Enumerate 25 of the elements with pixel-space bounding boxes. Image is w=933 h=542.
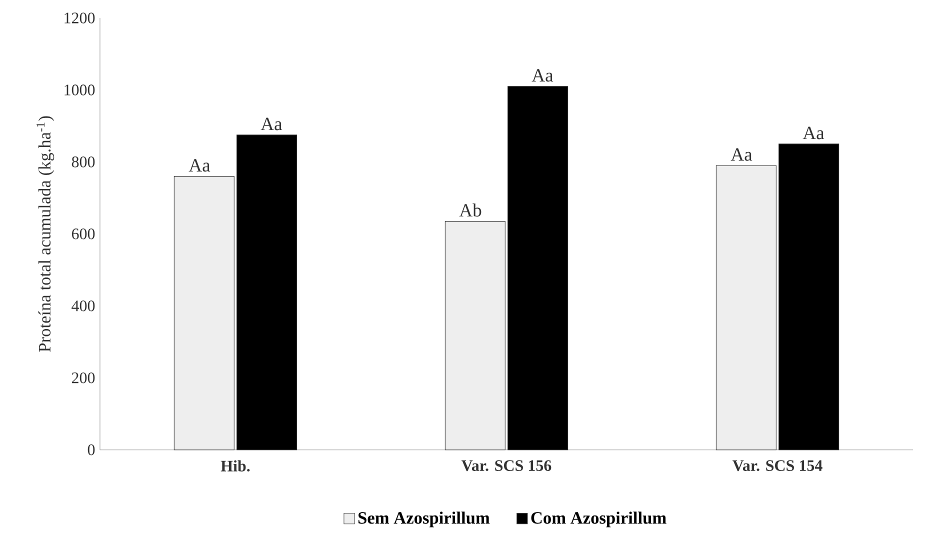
data-label: Aa (802, 126, 824, 140)
y-tick-label: 200 (72, 372, 95, 384)
y-tick-label: 1200 (64, 12, 95, 24)
data-label: Ab (459, 204, 482, 217)
y-tick-label: 800 (72, 156, 95, 168)
x-tick-label: Var. SCS 156 (461, 460, 552, 472)
bar (508, 86, 568, 450)
y-axis-title: Proteína total acumulada (kg.ha$^{-1}$) (36, 116, 54, 352)
bar (716, 165, 776, 450)
bar (778, 144, 840, 450)
data-label: Aa (188, 159, 210, 172)
x-tick-label: Var. SCS 154 (732, 460, 822, 472)
bar (236, 134, 298, 450)
data-label: Aa (260, 118, 282, 130)
data-label: Aa (532, 69, 554, 82)
legend-label: Sem Azospirillum (358, 512, 490, 528)
y-tick-label: 400 (72, 300, 95, 312)
data-label: Aa (730, 148, 752, 161)
y-tick-label: 1000 (64, 84, 95, 96)
y-tick-label: 600 (72, 228, 95, 240)
bar (444, 221, 506, 450)
y-tick-label: 0 (88, 444, 95, 456)
x-tick-label: Hib. (220, 460, 250, 472)
legend-label: Com Azospirillum (531, 512, 666, 528)
bar (174, 176, 234, 450)
